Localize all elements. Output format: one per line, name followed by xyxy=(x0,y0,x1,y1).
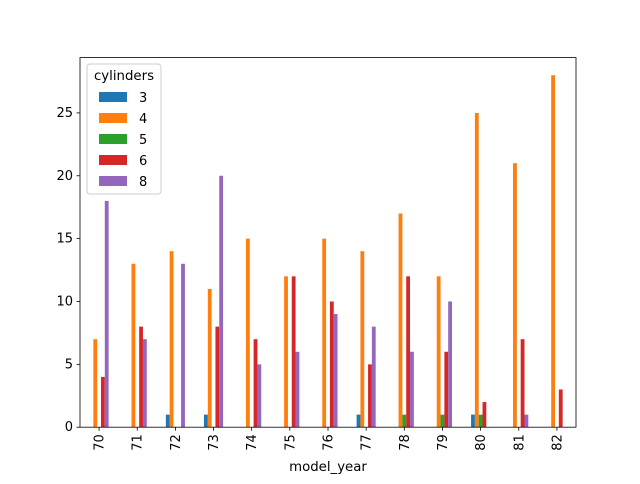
y-tick-label: 20 xyxy=(56,169,73,184)
bar-81-cyl8 xyxy=(524,414,529,428)
bar-75-cyl8 xyxy=(295,351,300,428)
legend-swatch-8 xyxy=(99,176,127,186)
y-tick-label: 5 xyxy=(65,357,73,372)
bar-80-cyl5 xyxy=(478,414,483,428)
x-tick-label: 72 xyxy=(169,434,184,451)
x-tick-label: 77 xyxy=(360,434,375,451)
x-axis: 70 71 72 73 74 75 76 77 78 79 80 81 82 xyxy=(93,427,565,451)
x-axis-label: model_year xyxy=(289,460,367,475)
bar-80-cyl6 xyxy=(482,402,487,428)
x-tick-label: 82 xyxy=(550,434,565,451)
legend-swatch-4 xyxy=(99,113,127,123)
legend-swatch-3 xyxy=(99,92,127,102)
legend-swatch-5 xyxy=(99,134,127,144)
bar-73-cyl8 xyxy=(219,175,224,428)
bar-79-cyl8 xyxy=(448,301,452,428)
legend-label: 4 xyxy=(139,112,147,127)
legend-label: 5 xyxy=(139,133,147,148)
x-tick-label: 80 xyxy=(474,434,489,451)
bar-71-cyl6 xyxy=(139,326,143,428)
x-tick-label: 70 xyxy=(93,434,108,451)
bar-73-cyl4 xyxy=(207,288,212,428)
x-tick-label: 75 xyxy=(283,434,298,451)
legend-title: cylinders xyxy=(94,69,154,84)
bar-73-cyl3 xyxy=(204,414,208,428)
bar-76-cyl6 xyxy=(329,301,334,428)
bar-72-cyl8 xyxy=(181,263,185,428)
x-tick-label: 73 xyxy=(207,434,222,451)
bar-71-cyl4 xyxy=(131,263,136,428)
bar-78-cyl4 xyxy=(398,213,403,428)
bar-82-cyl6 xyxy=(558,389,563,428)
bar-75-cyl6 xyxy=(291,276,296,428)
x-tick-label: 81 xyxy=(512,434,527,451)
bar-76-cyl4 xyxy=(322,238,327,428)
bar-73-cyl6 xyxy=(215,326,220,428)
bar-78-cyl8 xyxy=(410,351,414,428)
bar-74-cyl6 xyxy=(253,339,258,428)
bar-79-cyl6 xyxy=(444,351,449,428)
bar-72-cyl4 xyxy=(169,251,174,428)
bar-71-cyl8 xyxy=(142,339,147,428)
legend: cylinders 3 4 5 6 8 xyxy=(86,63,162,195)
bar-78-cyl5 xyxy=(402,414,407,428)
y-tick-label: 10 xyxy=(56,294,73,309)
y-tick-label: 15 xyxy=(56,232,73,247)
x-tick-label: 74 xyxy=(245,434,260,451)
bar-70-cyl4 xyxy=(93,339,98,428)
x-tick-label: 78 xyxy=(398,434,413,451)
bar-75-cyl4 xyxy=(284,276,288,428)
bar-77-cyl3 xyxy=(356,414,361,428)
y-axis: 0 5 10 15 20 25 xyxy=(56,106,80,435)
bar-82-cyl4 xyxy=(551,75,556,428)
legend-swatch-6 xyxy=(99,155,127,165)
bar-77-cyl6 xyxy=(368,364,372,428)
legend-label: 8 xyxy=(139,175,147,190)
bar-78-cyl6 xyxy=(406,276,411,428)
bar-81-cyl4 xyxy=(513,163,517,428)
legend-label: 3 xyxy=(139,91,147,106)
bar-76-cyl8 xyxy=(333,314,338,428)
bar-79-cyl5 xyxy=(440,414,445,428)
bar-72-cyl3 xyxy=(165,414,170,428)
bar-77-cyl8 xyxy=(371,326,376,428)
x-tick-label: 79 xyxy=(436,434,451,451)
bar-80-cyl3 xyxy=(471,414,475,428)
bar-74-cyl4 xyxy=(245,238,250,428)
bar-70-cyl6 xyxy=(100,376,105,428)
legend-label: 6 xyxy=(139,154,147,169)
bar-74-cyl8 xyxy=(257,364,262,428)
bars-layer xyxy=(93,75,563,428)
y-tick-label: 25 xyxy=(56,106,73,121)
bar-81-cyl6 xyxy=(520,339,525,428)
bar-77-cyl4 xyxy=(360,251,365,428)
bar-70-cyl8 xyxy=(104,200,109,428)
x-tick-label: 76 xyxy=(322,434,337,451)
bar-80-cyl4 xyxy=(474,112,479,428)
y-tick-label: 0 xyxy=(65,420,73,435)
x-tick-label: 71 xyxy=(131,434,146,451)
bar-79-cyl4 xyxy=(436,276,441,428)
